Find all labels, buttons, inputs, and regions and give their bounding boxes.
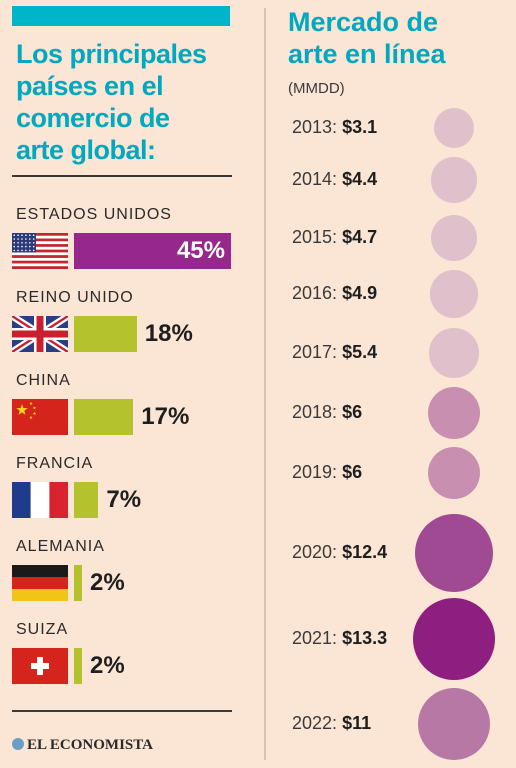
- country-name: CHINA: [16, 372, 71, 389]
- france-flag-icon: [12, 482, 68, 518]
- country-name: SUIZA: [16, 621, 69, 638]
- year-value-label: 2017: $5.4: [292, 342, 378, 362]
- year-value-label: 2019: $6: [292, 462, 363, 482]
- country-value-label: 17%: [141, 403, 190, 430]
- country-bar: [74, 565, 82, 601]
- market-bubble: [417, 687, 491, 761]
- country-bar: [74, 233, 231, 269]
- year-value-label: 2014: $4.4: [292, 169, 378, 189]
- logo-text: EL ECONOMISTA: [27, 737, 153, 753]
- column-divider: [264, 8, 266, 760]
- market-bubble: [428, 387, 480, 439]
- year-value-label: 2018: $6: [292, 402, 363, 422]
- market-bubble: [428, 447, 480, 499]
- country-name: REINO UNIDO: [16, 289, 134, 306]
- year-value-label: 2016: $4.9: [292, 283, 378, 303]
- market-bubble: [430, 214, 478, 262]
- country-bar: [74, 399, 134, 435]
- country-value-label: 7%: [106, 486, 142, 513]
- year-label: 2020: [292, 542, 333, 562]
- year-label: 2017: [292, 342, 333, 362]
- market-bubble: [413, 598, 495, 680]
- right-title-line: Mercado de: [288, 7, 439, 37]
- year-value-label: 2021: $13.3: [292, 628, 388, 648]
- year-label: 2013: [292, 117, 333, 137]
- market-bubble: [431, 157, 477, 203]
- market-value-label: $4.7: [342, 227, 378, 247]
- year-label: 2018: [292, 402, 333, 422]
- country-value-label: 2%: [90, 652, 125, 679]
- left-chart-title: Los principales países en el comercio de…: [16, 38, 246, 166]
- year-value-label: 2022: $11: [292, 713, 372, 733]
- market-value-label: $11: [342, 713, 372, 733]
- country-name: ALEMANIA: [16, 538, 105, 555]
- china-flag-icon: [12, 399, 68, 435]
- market-value-label: $13.3: [342, 628, 388, 648]
- market-bubble: [430, 270, 478, 318]
- country-value-label: 2%: [90, 569, 125, 596]
- left-title-line: Los principales: [16, 39, 207, 69]
- market-value-label: $5.4: [342, 342, 378, 362]
- switzerland-flag-icon: [12, 648, 68, 684]
- year-label: 2015: [292, 227, 333, 247]
- right-title-line: arte en línea: [288, 39, 446, 69]
- year-label: 2014: [292, 169, 333, 189]
- market-value-label: $6: [342, 462, 363, 482]
- germany-flag-icon: [12, 565, 68, 601]
- country-bar: [74, 482, 99, 518]
- top-accent-bar: [12, 6, 230, 26]
- title-underline: [12, 175, 232, 177]
- year-label: 2016: [292, 283, 333, 303]
- market-value-label: $6: [342, 402, 363, 422]
- logo-globe-icon: [12, 738, 24, 750]
- year-label: 2022: [292, 713, 333, 733]
- market-value-label: $12.4: [342, 542, 388, 562]
- year-value-label: 2020: $12.4: [292, 542, 388, 562]
- country-value-label: 18%: [144, 320, 193, 347]
- market-bubble: [414, 513, 494, 593]
- country-value-label: 45%: [176, 237, 225, 264]
- market-value-label: $3.1: [342, 117, 378, 137]
- market-bubble: [434, 108, 474, 148]
- uk-flag-icon: [12, 316, 68, 352]
- left-title-line: arte global:: [16, 135, 156, 165]
- country-name: ESTADOS UNIDOS: [16, 206, 172, 223]
- left-title-line: países en el: [16, 71, 164, 101]
- right-chart-title: Mercado de arte en línea: [288, 6, 508, 70]
- left-title-line: comercio de: [16, 103, 170, 133]
- unit-label: (MMDD): [288, 80, 345, 97]
- year-label: 2019: [292, 462, 333, 482]
- year-value-label: 2013: $3.1: [292, 117, 378, 137]
- country-bar: [74, 316, 137, 352]
- el-economista-logo: EL ECONOMISTA: [12, 737, 153, 754]
- bottom-rule: [12, 710, 232, 712]
- us-flag-icon: [12, 233, 68, 269]
- country-bar: [74, 648, 82, 684]
- year-label: 2021: [292, 628, 333, 648]
- market-bubble: [429, 328, 479, 378]
- market-value-label: $4.9: [342, 283, 378, 303]
- country-name: FRANCIA: [16, 455, 94, 472]
- market-value-label: $4.4: [342, 169, 378, 189]
- year-value-label: 2015: $4.7: [292, 227, 378, 247]
